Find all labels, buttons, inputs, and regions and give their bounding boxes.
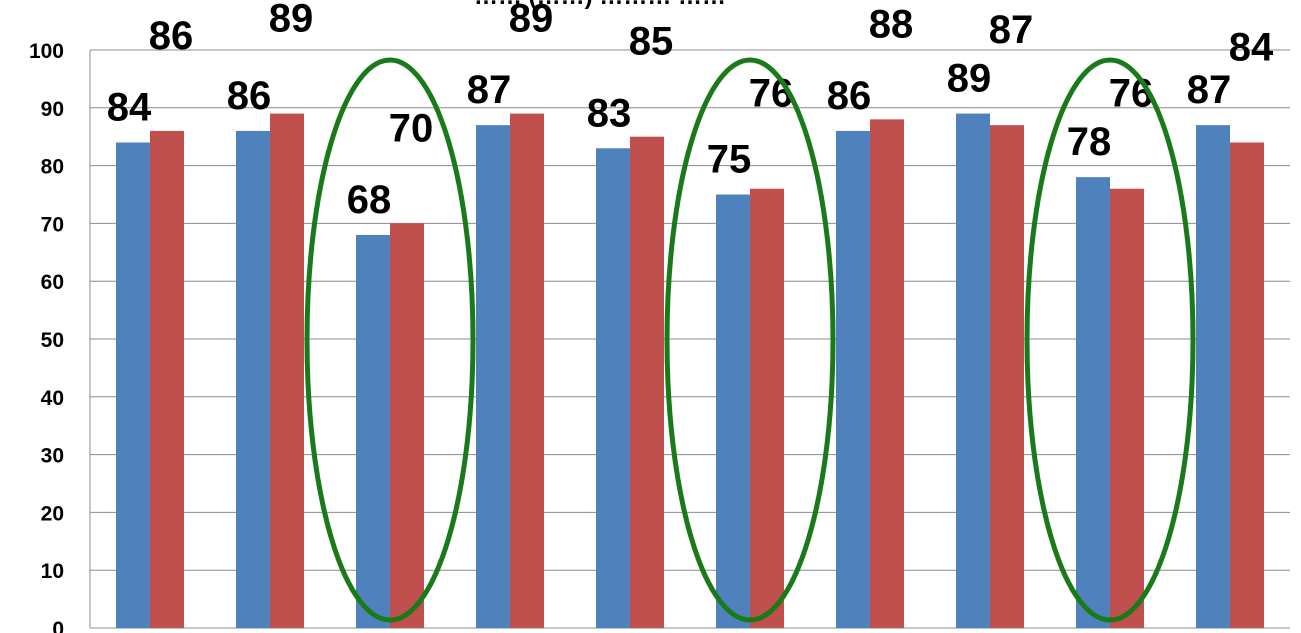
bar-series1-cat5 [596, 148, 630, 628]
bar-series2-cat6 [750, 188, 784, 628]
data-label-series2-cat8: 87 [989, 8, 1034, 52]
data-label-series1-cat6: 75 [707, 138, 752, 182]
highlight-ellipse-1 [304, 57, 476, 623]
y-tick-label: 30 [41, 445, 64, 468]
bar-series1-cat8 [956, 113, 990, 628]
data-label-series1-cat9: 78 [1067, 120, 1112, 164]
bar-series2-cat8 [990, 125, 1024, 628]
data-label-series2-cat9: 76 [1109, 72, 1154, 116]
data-label-series1-cat10: 87 [1187, 68, 1232, 112]
y-tick-label: 50 [41, 329, 64, 352]
highlight-ellipse-2 [664, 57, 836, 623]
cut-off-top-text: …… (……) ……… …… [474, 0, 726, 10]
bar-series1-cat4 [476, 125, 510, 628]
data-label-series1-cat5: 83 [587, 91, 632, 135]
bar-series2-cat4 [510, 113, 544, 628]
bar-series1-cat1 [116, 142, 150, 629]
y-tick-label: 90 [41, 98, 64, 121]
data-label-series1-cat2: 86 [227, 74, 272, 118]
bar-series1-cat7 [836, 130, 870, 629]
highlight-ellipses [304, 57, 1196, 623]
data-label-series2-cat2: 89 [269, 0, 314, 41]
data-label-series1-cat8: 89 [947, 57, 992, 101]
bar-series1-cat10 [1196, 125, 1230, 628]
bar-series2-cat7 [870, 119, 904, 629]
y-axis: 0 10 20 30 40 50 60 70 80 90 100 [29, 40, 91, 633]
bar-series1-cat6 [716, 194, 750, 628]
data-label-series2-cat3: 70 [389, 106, 434, 150]
bar-series1-cat9 [1076, 177, 1110, 628]
y-tick-label: 70 [41, 213, 64, 236]
highlight-ellipse-3 [1024, 57, 1196, 623]
bar-series2-cat5 [630, 136, 664, 628]
bar-series2-cat2 [270, 113, 304, 628]
y-tick-label: 100 [29, 40, 64, 63]
y-tick-label: 60 [41, 271, 64, 294]
data-label-series1-cat4: 87 [467, 68, 512, 112]
data-label-series2-cat7: 88 [869, 2, 914, 46]
data-label-series2-cat5: 85 [629, 20, 674, 64]
bar-series2-cat9 [1110, 188, 1144, 628]
data-label-series1-cat1: 84 [107, 85, 152, 129]
y-tick-label: 80 [41, 156, 64, 179]
bar-series1-cat3 [356, 234, 390, 628]
data-label-series2-cat4: 89 [509, 0, 554, 41]
data-labels: 84 86 68 87 83 75 86 89 78 87 86 89 70 89 85 76 88 87 76 84 [107, 0, 1274, 222]
y-tick-label: 40 [41, 387, 64, 410]
data-label-series2-cat10: 84 [1229, 25, 1274, 69]
y-tick-label: 10 [41, 560, 64, 583]
bar-series2-cat10 [1230, 142, 1264, 629]
bar-series1-cat2 [236, 130, 270, 629]
data-label-series2-cat1: 86 [149, 14, 194, 58]
data-label-series2-cat6: 76 [749, 72, 794, 116]
data-label-series1-cat7: 86 [827, 74, 872, 118]
data-label-series1-cat3: 68 [347, 178, 392, 222]
y-tick-label: 0 [52, 618, 64, 633]
bar-series2-cat3 [390, 223, 424, 628]
bars [116, 113, 1264, 629]
y-tick-label: 20 [41, 502, 64, 525]
bar-series2-cat1 [150, 130, 184, 629]
